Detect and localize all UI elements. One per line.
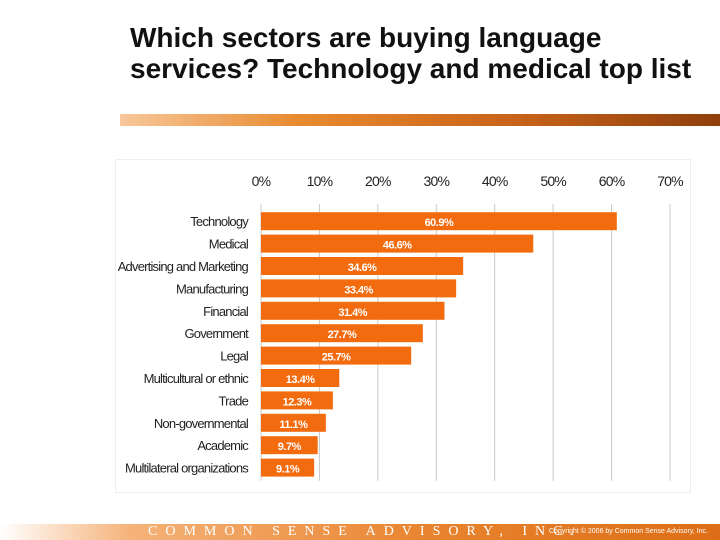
- bar: [261, 234, 534, 253]
- footer-brand: COMMON SENSE ADVISORY, INC.: [148, 524, 582, 539]
- x-tick-label: 10%: [307, 173, 333, 189]
- category-label: Multilateral organizations: [125, 461, 249, 476]
- title-divider: [120, 114, 720, 126]
- bar: [261, 301, 445, 320]
- bar-value-label: 46.6%: [383, 240, 412, 252]
- x-tick-label: 50%: [540, 173, 566, 189]
- bar: [261, 458, 315, 477]
- category-label: Trade: [219, 393, 249, 408]
- category-label: Government: [184, 326, 249, 341]
- category-label: Manufacturing: [176, 281, 249, 296]
- x-tick-label: 70%: [657, 173, 683, 189]
- bar-value-label: 11.1%: [279, 419, 308, 431]
- bar: [261, 257, 464, 275]
- bar-value-label: 60.9%: [425, 217, 454, 229]
- category-label: Academic: [197, 438, 249, 453]
- footer-bar: COMMON SENSE ADVISORY, INC. Copyright © …: [0, 524, 720, 540]
- bar: [261, 391, 333, 410]
- bar: [261, 212, 617, 231]
- bar: [261, 279, 457, 298]
- chart-panel: 0% 10% 20% 30% 40% 50% 60% 70% Technology 60.9% Me…: [116, 160, 690, 492]
- bar: [261, 324, 423, 343]
- category-label: Legal: [220, 349, 249, 364]
- bar-chart: 0% 10% 20% 30% 40% 50% 60% 70% Technology 60.9% Me…: [118, 173, 684, 481]
- x-tick-label: 60%: [599, 173, 625, 189]
- bar-value-label: 31.4%: [338, 307, 367, 319]
- bar-value-label: 13.4%: [286, 374, 315, 386]
- bar-value-label: 33.4%: [344, 284, 373, 296]
- footer-copyright: Copyright © 2006 by Common Sense Advisor…: [548, 528, 708, 535]
- bar: [261, 369, 340, 387]
- bar: [261, 346, 412, 365]
- category-label: Medical: [209, 237, 249, 252]
- slide-title: Which sectors are buying language servic…: [130, 22, 692, 84]
- category-label: Technology: [190, 214, 249, 229]
- x-tick-label: 20%: [365, 173, 391, 189]
- bar-value-label: 9.7%: [278, 441, 302, 453]
- category-label: Non-governmental: [154, 416, 249, 431]
- category-label: Advertising and Marketing: [118, 259, 249, 274]
- bar: [261, 436, 318, 455]
- bar-value-label: 34.6%: [348, 262, 377, 274]
- bar: [261, 413, 326, 432]
- bar-value-label: 12.3%: [283, 396, 312, 408]
- bar-value-label: 27.7%: [328, 329, 357, 341]
- x-tick-label: 30%: [423, 173, 449, 189]
- category-label: Multicultural or ethnic: [144, 371, 250, 386]
- category-label: Financial: [203, 304, 249, 319]
- x-tick-label: 0%: [252, 173, 271, 189]
- x-tick-label: 40%: [482, 173, 508, 189]
- bar-value-label: 9.1%: [276, 464, 300, 476]
- bar-value-label: 25.7%: [322, 352, 351, 364]
